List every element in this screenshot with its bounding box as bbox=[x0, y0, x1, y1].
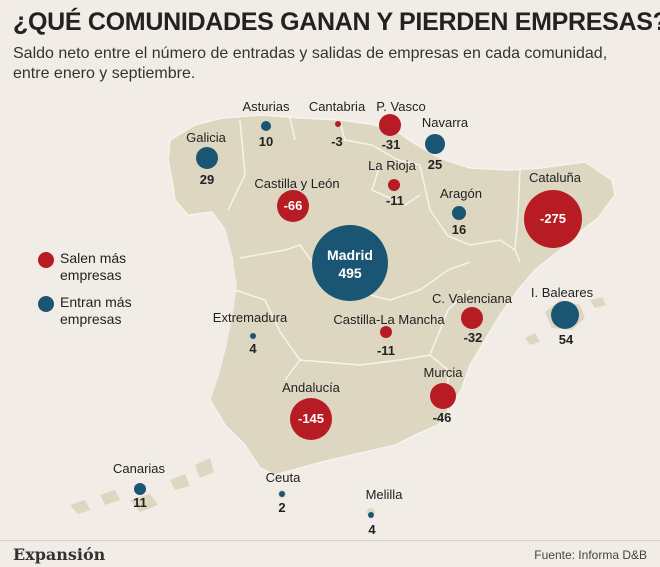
value-melilla: 4 bbox=[368, 522, 376, 537]
label-cantabria: Cantabria bbox=[308, 99, 366, 114]
value-murcia: -46 bbox=[432, 410, 452, 425]
label-madrid: Madrid bbox=[327, 247, 373, 263]
label-canarias: Canarias bbox=[112, 461, 166, 476]
value-asturias: 10 bbox=[258, 134, 274, 149]
circle-pvasco bbox=[379, 114, 401, 136]
circle-baleares bbox=[551, 301, 579, 329]
label-castillalamancha: Castilla-La Mancha bbox=[333, 312, 445, 327]
value-castillalamancha: -11 bbox=[376, 343, 396, 358]
value-cataluna: -275 bbox=[539, 211, 567, 226]
value-castillayleon: -66 bbox=[283, 198, 303, 213]
circle-cantabria bbox=[335, 121, 341, 127]
circle-melilla bbox=[368, 512, 374, 518]
circle-galicia bbox=[196, 147, 218, 169]
legend-loss-marker bbox=[38, 252, 54, 268]
label-asturias: Asturias bbox=[242, 99, 290, 114]
circle-cataluna bbox=[524, 190, 582, 248]
legend-gain-marker bbox=[38, 296, 54, 312]
circle-canarias bbox=[134, 483, 146, 495]
value-galicia: 29 bbox=[199, 172, 215, 187]
source-note: Fuente: Informa D&B bbox=[534, 548, 647, 562]
value-navarra: 25 bbox=[427, 157, 443, 172]
label-navarra: Navarra bbox=[421, 115, 469, 130]
circle-larioja bbox=[388, 179, 400, 191]
circle-castillayleon bbox=[277, 190, 309, 222]
label-pvasco: P. Vasco bbox=[376, 99, 426, 114]
label-baleares: I. Baleares bbox=[530, 285, 594, 300]
chart-subtitle: Saldo neto entre el número de entradas y… bbox=[13, 45, 608, 82]
legend-gain-label: Entran más empresas bbox=[60, 294, 132, 327]
circle-ceuta bbox=[279, 491, 285, 497]
legend-loss-label: Salen más empresas bbox=[60, 250, 127, 283]
label-castillayleon: Castilla y León bbox=[254, 176, 340, 191]
value-larioja: -11 bbox=[385, 193, 405, 208]
value-aragon: 16 bbox=[451, 222, 467, 237]
value-ceuta: 2 bbox=[278, 500, 286, 515]
value-madrid: 495 bbox=[338, 265, 362, 281]
label-melilla: Melilla bbox=[365, 487, 403, 502]
footer-bar bbox=[0, 540, 660, 567]
circle-asturias bbox=[261, 121, 271, 131]
value-canarias: 11 bbox=[133, 495, 147, 510]
circle-castillalamancha bbox=[380, 326, 392, 338]
circle-andalucia bbox=[290, 398, 332, 440]
label-cvalenciana: C. Valenciana bbox=[432, 291, 512, 306]
label-extremadura: Extremadura bbox=[212, 310, 288, 325]
chart-title: ¿QUÉ COMUNIDADES GANAN Y PIERDEN EMPRESA… bbox=[13, 8, 660, 36]
value-extremadura: 4 bbox=[249, 341, 257, 356]
label-larioja: La Rioja bbox=[368, 158, 416, 173]
value-cantabria: -3 bbox=[331, 134, 343, 149]
label-galicia: Galicia bbox=[186, 130, 226, 145]
label-ceuta: Ceuta bbox=[265, 470, 301, 485]
circle-murcia bbox=[430, 383, 456, 409]
label-aragon: Aragón bbox=[440, 186, 482, 201]
circle-aragon bbox=[452, 206, 466, 220]
portugal-area bbox=[150, 213, 236, 420]
canary-islands bbox=[70, 458, 214, 514]
circle-extremadura bbox=[250, 333, 256, 339]
label-andalucia: Andalucía bbox=[282, 380, 340, 395]
value-andalucia: -145 bbox=[297, 411, 325, 426]
circle-cvalenciana bbox=[461, 307, 483, 329]
value-baleares: 54 bbox=[558, 332, 574, 347]
circle-navarra bbox=[425, 134, 445, 154]
value-cvalenciana: -32 bbox=[463, 330, 483, 345]
label-murcia: Murcia bbox=[423, 365, 463, 380]
label-cataluna: Cataluña bbox=[528, 170, 582, 185]
circle-madrid bbox=[312, 225, 388, 301]
data-circles bbox=[134, 114, 582, 518]
value-pvasco: -31 bbox=[381, 137, 401, 152]
brand-logo: Expansión bbox=[13, 545, 106, 564]
